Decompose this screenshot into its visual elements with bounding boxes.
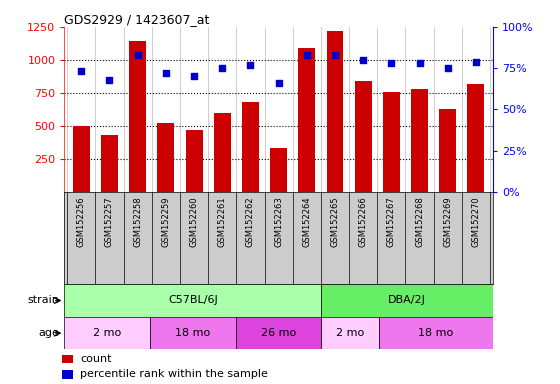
- Text: 2 mo: 2 mo: [336, 328, 364, 338]
- Bar: [379, 317, 493, 349]
- Text: percentile rank within the sample: percentile rank within the sample: [80, 369, 268, 379]
- Bar: [242, 101, 259, 192]
- Text: strain: strain: [27, 295, 59, 306]
- Text: GSM152263: GSM152263: [274, 197, 283, 247]
- Text: age: age: [38, 328, 59, 338]
- Bar: [73, 126, 90, 192]
- Bar: [64, 284, 321, 317]
- Text: GSM152257: GSM152257: [105, 197, 114, 247]
- Point: [443, 65, 452, 71]
- Bar: [64, 317, 150, 349]
- Text: GSM152260: GSM152260: [189, 197, 199, 247]
- Text: 18 mo: 18 mo: [418, 328, 453, 338]
- Point: [105, 77, 114, 83]
- Text: 18 mo: 18 mo: [175, 328, 211, 338]
- Point: [472, 58, 480, 65]
- Text: GSM152267: GSM152267: [387, 197, 396, 247]
- Point: [190, 73, 199, 79]
- Bar: [298, 48, 315, 192]
- Point: [133, 52, 142, 58]
- Bar: [321, 284, 493, 317]
- Point: [161, 70, 170, 76]
- Text: GSM152256: GSM152256: [77, 197, 86, 247]
- Point: [77, 68, 86, 74]
- Bar: [321, 317, 379, 349]
- Text: GSM152264: GSM152264: [302, 197, 311, 247]
- Bar: [214, 113, 231, 192]
- Point: [246, 62, 255, 68]
- Text: GSM152269: GSM152269: [443, 197, 452, 247]
- Bar: [62, 355, 73, 363]
- Bar: [101, 135, 118, 192]
- Text: GSM152262: GSM152262: [246, 197, 255, 247]
- Bar: [383, 92, 400, 192]
- Point: [274, 80, 283, 86]
- Bar: [468, 84, 484, 192]
- Text: DBA/2J: DBA/2J: [388, 295, 426, 306]
- Text: 26 mo: 26 mo: [261, 328, 296, 338]
- Text: GSM152261: GSM152261: [218, 197, 227, 247]
- Text: C57BL/6J: C57BL/6J: [168, 295, 218, 306]
- Bar: [270, 148, 287, 192]
- Text: GSM152259: GSM152259: [161, 197, 170, 247]
- Text: GSM152268: GSM152268: [415, 197, 424, 247]
- Text: GSM152270: GSM152270: [472, 197, 480, 247]
- Bar: [185, 130, 203, 192]
- Bar: [62, 370, 73, 379]
- Point: [387, 60, 396, 66]
- Bar: [150, 317, 236, 349]
- Text: GSM152266: GSM152266: [358, 197, 368, 247]
- Point: [218, 65, 227, 71]
- Bar: [129, 41, 146, 192]
- Point: [330, 52, 339, 58]
- Bar: [326, 31, 343, 192]
- Text: GSM152258: GSM152258: [133, 197, 142, 247]
- Bar: [439, 109, 456, 192]
- Text: GDS2929 / 1423607_at: GDS2929 / 1423607_at: [64, 13, 210, 26]
- Text: 2 mo: 2 mo: [93, 328, 122, 338]
- Point: [302, 52, 311, 58]
- Bar: [236, 317, 321, 349]
- Point: [415, 60, 424, 66]
- Point: [358, 57, 367, 63]
- Bar: [411, 89, 428, 192]
- Text: GSM152265: GSM152265: [330, 197, 339, 247]
- Bar: [157, 123, 174, 192]
- Bar: [354, 81, 372, 192]
- Text: count: count: [80, 354, 112, 364]
